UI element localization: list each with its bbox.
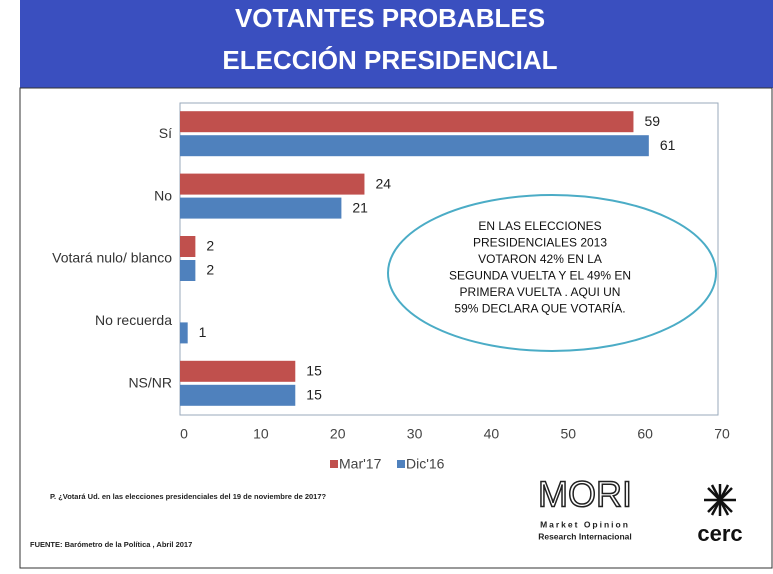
slide-border bbox=[19, 87, 773, 569]
value-label: 59 bbox=[644, 113, 660, 129]
source: FUENTE: Barómetro de la Política , Abril… bbox=[30, 540, 192, 549]
x-tick-label: 50 bbox=[560, 426, 576, 442]
header-band bbox=[20, 0, 773, 88]
annotation-text: EN LAS ELECCIONES bbox=[478, 219, 601, 233]
annotation-text: VOTARON 42% EN LA bbox=[478, 252, 602, 266]
value-label: 2 bbox=[206, 262, 214, 278]
bar bbox=[180, 322, 188, 344]
cerc-emblem bbox=[704, 484, 736, 516]
logo-cerc: cerc bbox=[697, 521, 742, 546]
annotation-text: 59% DECLARA QUE VOTARÍA. bbox=[454, 301, 625, 316]
question: P. ¿Votará Ud. en las elecciones preside… bbox=[50, 492, 327, 501]
x-tick-label: 0 bbox=[180, 426, 188, 442]
value-label: 21 bbox=[352, 199, 368, 215]
y-tick-label: Sí bbox=[159, 125, 172, 141]
y-tick-label: NS/NR bbox=[128, 375, 172, 391]
value-label: 15 bbox=[306, 387, 322, 403]
legend-swatch bbox=[330, 460, 338, 468]
legend-label: Dic'16 bbox=[406, 456, 445, 472]
bar bbox=[180, 111, 634, 133]
title-line: VOTANTES PROBABLES bbox=[235, 3, 545, 33]
y-tick-label: No recuerda bbox=[95, 312, 172, 328]
value-label: 24 bbox=[375, 175, 391, 191]
title-line: ELECCIÓN PRESIDENCIAL bbox=[222, 45, 557, 75]
annotation-text: PRESIDENCIALES 2013 bbox=[473, 236, 607, 250]
plot-area bbox=[179, 102, 719, 416]
legend-label: Mar'17 bbox=[339, 456, 382, 472]
bar bbox=[180, 360, 296, 382]
x-tick-label: 40 bbox=[484, 426, 500, 442]
logo-text: Research Internacional bbox=[538, 531, 632, 541]
x-tick-label: 10 bbox=[253, 426, 269, 442]
value-label: 61 bbox=[660, 137, 676, 153]
bar bbox=[180, 384, 296, 406]
value-label: 2 bbox=[206, 238, 214, 254]
bar bbox=[180, 173, 365, 195]
bar bbox=[180, 197, 342, 219]
y-tick-label: No bbox=[154, 187, 172, 203]
annotation-text: SEGUNDA VUELTA Y EL 49% EN bbox=[449, 269, 631, 283]
x-tick-label: 70 bbox=[714, 426, 730, 442]
logo-mori: MORI bbox=[538, 474, 632, 515]
bar bbox=[180, 260, 196, 281]
bar bbox=[180, 135, 649, 157]
x-tick-label: 30 bbox=[407, 426, 423, 442]
y-tick-label: Votará nulo/ blanco bbox=[52, 250, 172, 266]
bar bbox=[180, 236, 196, 257]
legend-swatch bbox=[397, 460, 405, 468]
value-label: 15 bbox=[306, 363, 322, 379]
value-label: 1 bbox=[199, 324, 207, 340]
x-tick-label: 20 bbox=[330, 426, 346, 442]
annotation-text: PRIMERA VUELTA . AQUI UN bbox=[460, 285, 621, 299]
logo-text: Market Opinion bbox=[540, 519, 630, 529]
x-tick-label: 60 bbox=[637, 426, 653, 442]
annotation-bubble bbox=[387, 194, 717, 352]
